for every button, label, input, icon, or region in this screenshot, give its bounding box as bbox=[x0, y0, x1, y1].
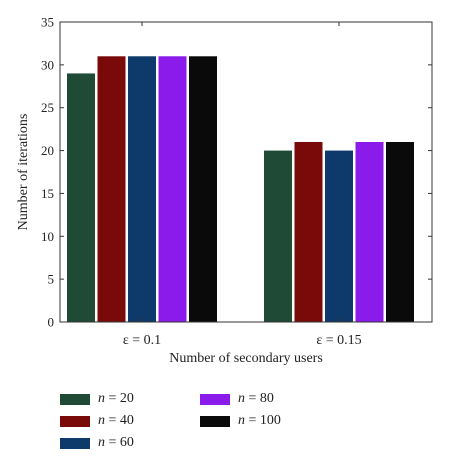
y-tick-label-6: 30 bbox=[41, 57, 54, 72]
y-tick-label-4: 20 bbox=[41, 143, 54, 158]
bar-2-5 bbox=[386, 142, 414, 322]
legend-item-5: n = 100 bbox=[200, 411, 281, 431]
legend-label: n = 60 bbox=[98, 435, 134, 450]
y-tick-label-5: 25 bbox=[41, 100, 54, 115]
y-tick-label-1: 5 bbox=[48, 272, 55, 287]
bar-1-3 bbox=[128, 56, 156, 323]
y-tick-label-2: 10 bbox=[41, 229, 54, 244]
legend-item-4: n = 80 bbox=[200, 389, 274, 409]
legend-swatch bbox=[200, 415, 230, 427]
legend-item-1: n = 20 bbox=[60, 389, 134, 409]
y-tick-label-0: 0 bbox=[48, 315, 55, 330]
plot-frame bbox=[59, 21, 433, 323]
bar-1-4 bbox=[158, 56, 187, 323]
legend-swatch bbox=[200, 393, 230, 405]
bar-2-2 bbox=[294, 142, 323, 322]
x-tick-label-2: ε = 0.15 bbox=[316, 333, 361, 348]
bar-2-3 bbox=[325, 150, 353, 322]
x-axis-title: Number of secondary users bbox=[169, 351, 323, 366]
legend-label: n = 20 bbox=[98, 391, 134, 406]
legend-label: n = 80 bbox=[238, 391, 274, 406]
legend-swatch bbox=[60, 415, 90, 427]
legend-swatch bbox=[60, 393, 90, 405]
y-tick-label-3: 15 bbox=[41, 186, 54, 201]
bar-1-2 bbox=[97, 56, 126, 323]
y-tick-label-7: 35 bbox=[41, 15, 54, 30]
bar-chart: ε = 0.1 ε = 0.15 0 5 10 15 20 25 30 35 Number of s… bbox=[16, 15, 433, 366]
bar-1-5 bbox=[189, 56, 217, 323]
legend-label: n = 100 bbox=[238, 413, 281, 428]
bar-2-1 bbox=[264, 150, 292, 322]
y-axis-title: Number of iterations bbox=[16, 114, 31, 231]
x-tick-label-1: ε = 0.1 bbox=[123, 333, 161, 348]
legend-swatch bbox=[60, 437, 90, 449]
legend-item-3: n = 60 bbox=[60, 433, 134, 453]
legend-label: n = 40 bbox=[98, 413, 134, 428]
legend: n = 20 n = 40 n = 60 n = 80 n = 100 bbox=[60, 389, 360, 459]
bar-1-1 bbox=[67, 73, 95, 322]
bar-2-4 bbox=[355, 142, 384, 322]
legend-item-2: n = 40 bbox=[60, 411, 134, 431]
